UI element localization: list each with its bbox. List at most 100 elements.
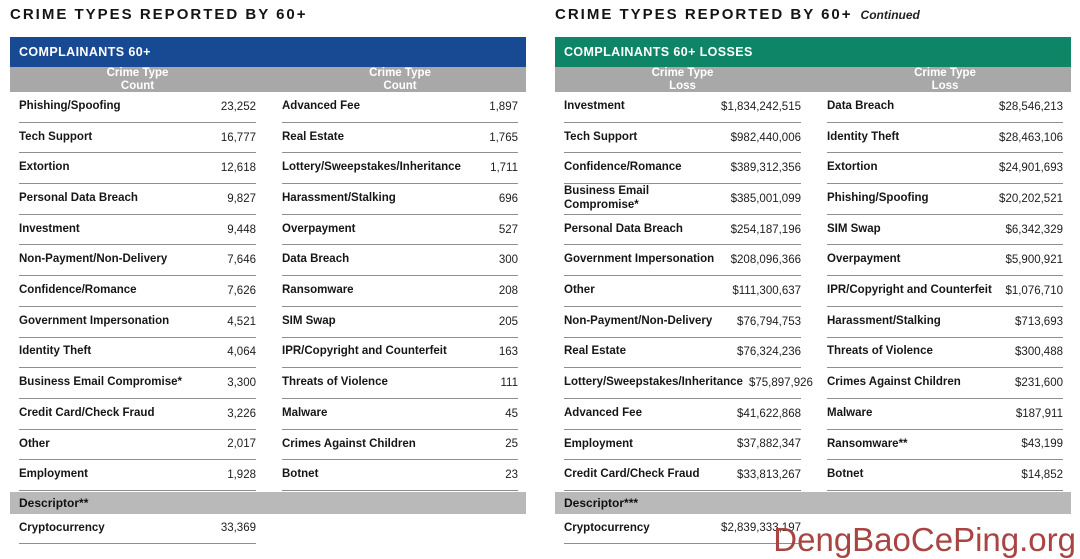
loss-cell: $300,488 bbox=[1015, 346, 1063, 359]
watermark-text: DengBaoCePing.org bbox=[773, 521, 1076, 558]
loss-cell: $76,324,236 bbox=[737, 346, 801, 359]
crime-type-cell: Advanced Fee bbox=[564, 406, 642, 419]
loss-cell: $37,882,347 bbox=[737, 438, 801, 451]
table-row: Threats of Violence 111 bbox=[282, 368, 518, 399]
crime-type-cell: Non-Payment/Non-Delivery bbox=[19, 253, 168, 266]
table-row: IPR/Copyright and Counterfeit 163 bbox=[282, 338, 518, 369]
reported-rows-left-column: Phishing/Spoofing 23,252 Tech Support 16… bbox=[10, 92, 268, 491]
count-cell: 4,064 bbox=[227, 346, 256, 359]
table-row: SIM Swap 205 bbox=[282, 307, 518, 338]
table-row: Business Email Compromise* 3,300 bbox=[19, 368, 256, 399]
count-cell: 4,521 bbox=[227, 315, 256, 328]
losses-table-title-text: CRIME TYPES REPORTED BY 60+ bbox=[555, 6, 853, 23]
crime-type-column-label: Crime Type bbox=[106, 67, 169, 79]
table-row: Ransomware 208 bbox=[282, 276, 518, 307]
table-row: Overpayment $5,900,921 bbox=[827, 245, 1063, 277]
crime-type-cell: Data Breach bbox=[827, 99, 895, 112]
crime-type-cell: Tech Support bbox=[564, 130, 638, 143]
crime-type-cell: Malware bbox=[282, 406, 328, 419]
table-row: Investment $1,834,242,515 bbox=[564, 92, 801, 123]
crime-type-cell: Government Impersonation bbox=[19, 314, 170, 327]
losses-by-60-table: CRIME TYPES REPORTED BY 60+ Continued CO… bbox=[555, 6, 1071, 544]
crime-type-cell: Phishing/Spoofing bbox=[827, 192, 929, 204]
table-row: Malware $187,911 bbox=[827, 399, 1063, 430]
table-row: Botnet $14,852 bbox=[827, 460, 1063, 491]
table-row: Lottery/Sweepstakes/Inheritance $75,897,… bbox=[564, 368, 813, 399]
reported-header-left-half: Crime Type Count bbox=[10, 67, 268, 92]
loss-cell: $24,901,693 bbox=[999, 162, 1063, 175]
loss-cell: $28,463,106 bbox=[999, 131, 1063, 144]
crime-type-cell: Overpayment bbox=[282, 222, 356, 235]
loss-cell: $41,622,868 bbox=[737, 407, 801, 420]
crime-type-cell: Tech Support bbox=[19, 130, 93, 143]
count-cell: 300 bbox=[498, 254, 518, 267]
loss-cell: $6,342,329 bbox=[1005, 223, 1063, 236]
crime-type-cell: Extortion bbox=[19, 161, 70, 174]
table-row: Data Breach $28,546,213 bbox=[827, 92, 1063, 123]
loss-cell: $76,794,753 bbox=[737, 315, 801, 328]
loss-cell: $43,199 bbox=[1021, 438, 1063, 451]
table-row: Real Estate 1,765 bbox=[282, 123, 518, 154]
loss-column-label: Loss bbox=[669, 80, 696, 92]
loss-cell: $713,693 bbox=[1015, 315, 1063, 328]
table-row: Business Email Compromise* $385,001,099 bbox=[564, 184, 801, 215]
count-cell: 111 bbox=[500, 377, 518, 390]
count-cell: 2,017 bbox=[227, 438, 256, 451]
crime-type-cell: Data Breach bbox=[282, 253, 350, 266]
table-row: Identity Theft $28,463,106 bbox=[827, 123, 1063, 154]
table-row: Ransomware** $43,199 bbox=[827, 430, 1063, 461]
loss-cell: $1,834,242,515 bbox=[721, 100, 801, 113]
crime-type-cell: SIM Swap bbox=[827, 222, 881, 235]
crime-type-cell: Botnet bbox=[827, 468, 864, 481]
table-row: SIM Swap $6,342,329 bbox=[827, 215, 1063, 246]
loss-cell: $982,440,006 bbox=[730, 131, 801, 144]
crime-type-cell: Botnet bbox=[282, 468, 319, 481]
table-row: Other $111,300,637 bbox=[564, 276, 801, 307]
table-row: Extortion $24,901,693 bbox=[827, 153, 1063, 185]
table-row: Employment $37,882,347 bbox=[564, 430, 801, 461]
reported-descriptor-band: Descriptor** bbox=[10, 491, 526, 514]
table-row: Investment 9,448 bbox=[19, 215, 256, 246]
crime-type-cell: Credit Card/Check Fraud bbox=[564, 468, 700, 481]
count-cell: 7,626 bbox=[227, 284, 256, 297]
count-cell: 1,765 bbox=[489, 131, 518, 144]
reported-column-header: Crime Type Count Crime Type Count bbox=[10, 67, 526, 92]
crime-type-cell: Government Impersonation bbox=[564, 253, 715, 266]
crime-type-cell: Cryptocurrency bbox=[564, 521, 650, 534]
loss-column-label: Loss bbox=[931, 80, 959, 92]
crime-type-cell: IPR/Copyright and Counterfeit bbox=[282, 345, 447, 358]
crime-type-cell: IPR/Copyright and Counterfeit bbox=[827, 284, 992, 297]
crime-type-cell: Real Estate bbox=[282, 130, 345, 143]
losses-table-title: CRIME TYPES REPORTED BY 60+ Continued bbox=[555, 6, 1071, 30]
crime-type-column-label: Crime Type bbox=[369, 67, 431, 79]
count-cell: 3,226 bbox=[227, 407, 256, 420]
table-row: Other 2,017 bbox=[19, 430, 256, 461]
table-row: Harassment/Stalking $713,693 bbox=[827, 307, 1063, 338]
crime-type-cell: Ransomware** bbox=[827, 437, 908, 450]
loss-cell: $1,076,710 bbox=[1005, 284, 1063, 297]
count-cell: 33,369 bbox=[220, 522, 256, 535]
table-row: Credit Card/Check Fraud $33,813,267 bbox=[564, 460, 801, 491]
crime-type-cell: Crimes Against Children bbox=[282, 437, 416, 450]
crime-type-cell: Credit Card/Check Fraud bbox=[19, 406, 155, 419]
crime-type-cell: Business Email Compromise* bbox=[19, 376, 182, 389]
table-row: Data Breach 300 bbox=[282, 245, 518, 277]
crime-type-cell: Threats of Violence bbox=[827, 345, 933, 358]
table-row: Overpayment 527 bbox=[282, 215, 518, 246]
losses-descriptor-band: Descriptor*** bbox=[555, 491, 1071, 514]
table-row: Phishing/Spoofing 23,252 bbox=[19, 92, 256, 123]
table-row: Confidence/Romance 7,626 bbox=[19, 276, 256, 307]
crime-type-cell: Identity Theft bbox=[19, 345, 92, 358]
loss-cell: $33,813,267 bbox=[737, 469, 801, 482]
table-row: Identity Theft 4,064 bbox=[19, 338, 256, 369]
losses-rows-right-column: Data Breach $28,546,213 Identity Theft $… bbox=[813, 92, 1071, 491]
count-cell: 9,448 bbox=[227, 223, 256, 236]
crime-type-cell: Investment bbox=[19, 222, 80, 235]
reported-descriptor-left-column: Cryptocurrency 33,369 bbox=[10, 514, 268, 544]
crime-type-cell: Personal Data Breach bbox=[19, 192, 138, 204]
crime-type-cell: Harassment/Stalking bbox=[282, 192, 396, 204]
crime-type-cell: Advanced Fee bbox=[282, 99, 360, 112]
count-cell: 23 bbox=[505, 469, 518, 482]
table-row: Personal Data Breach $254,187,196 bbox=[564, 215, 801, 246]
